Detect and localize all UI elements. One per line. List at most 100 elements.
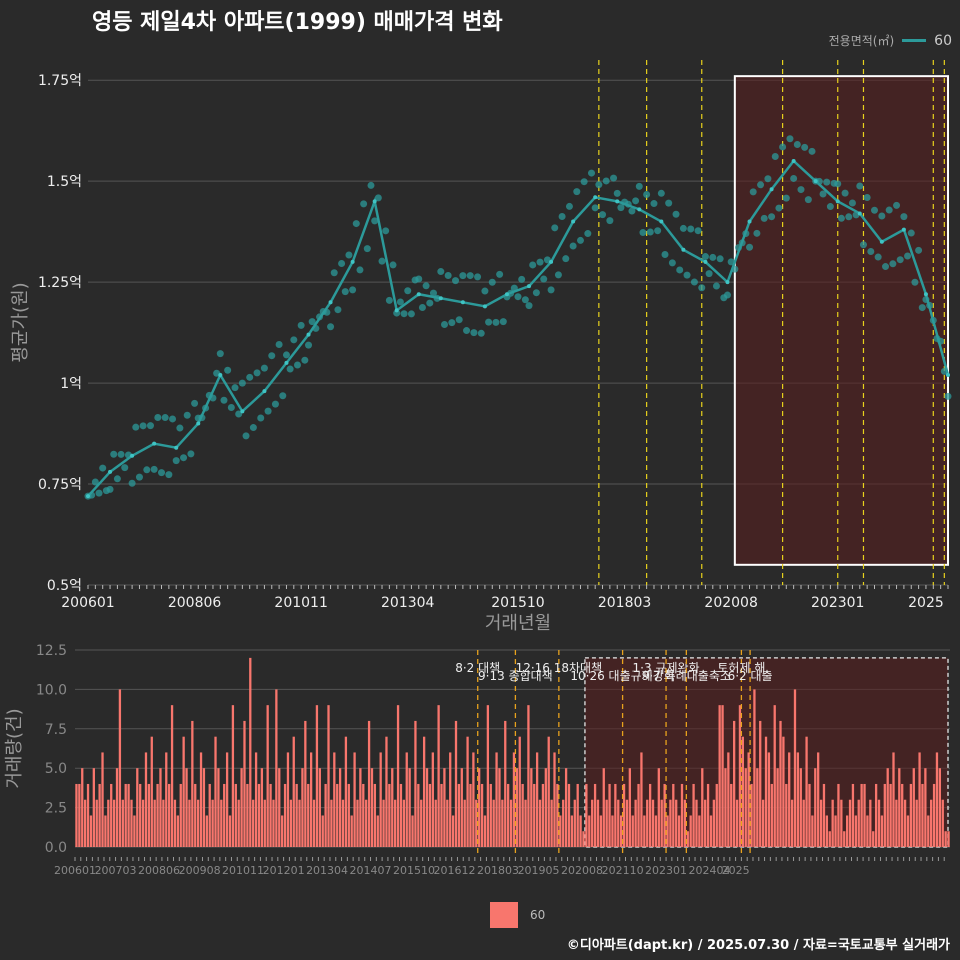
bottom-bar <box>944 831 947 847</box>
bottom-bar <box>591 799 594 847</box>
bottom-bar <box>165 752 168 847</box>
top-scatter-point <box>617 204 625 212</box>
top-scatter-point <box>896 256 904 264</box>
bottom-bar <box>223 783 226 847</box>
bottom-bar <box>344 736 348 847</box>
bottom-bar <box>874 783 878 847</box>
bottom-bar <box>515 768 518 847</box>
bottom-x-tick-label: 201612 <box>434 864 476 877</box>
bottom-bar <box>394 799 397 847</box>
bottom-bar <box>272 799 275 847</box>
top-series-marker <box>394 308 399 313</box>
bottom-bar <box>104 815 107 847</box>
top-scatter-point <box>823 178 831 186</box>
bottom-bar <box>579 815 582 847</box>
top-scatter-point <box>628 207 636 215</box>
bottom-bar <box>162 799 165 847</box>
top-scatter-point <box>551 224 559 232</box>
bottom-bar <box>628 768 631 847</box>
top-scatter-point <box>113 475 121 483</box>
bottom-bar <box>790 799 794 847</box>
bottom-bar <box>556 783 559 847</box>
top-scatter-point <box>661 250 669 258</box>
bottom-bar <box>330 799 333 847</box>
bottom-bar <box>712 799 716 847</box>
bottom-bar <box>347 783 350 847</box>
bottom-bar <box>895 799 898 847</box>
bottom-bar <box>732 720 736 847</box>
top-series-marker <box>549 259 554 264</box>
bottom-bar <box>356 799 359 847</box>
policy-annotation: 9·7 특례대출축소 <box>642 669 731 683</box>
bottom-bar <box>533 783 536 847</box>
bottom-bar <box>341 799 345 847</box>
bottom-bar <box>721 705 724 847</box>
bottom-bar <box>489 783 492 847</box>
top-scatter-point <box>764 175 772 183</box>
bottom-bar <box>504 720 507 847</box>
top-scatter-point <box>242 432 250 440</box>
top-scatter-point <box>330 269 338 277</box>
bottom-bar <box>547 736 550 847</box>
bottom-bar <box>608 783 611 847</box>
top-y-tick-label: 0.5억 <box>47 578 82 594</box>
top-scatter-point <box>268 352 276 360</box>
top-scatter-point <box>407 310 415 318</box>
bottom-bar <box>480 783 484 847</box>
top-scatter-point <box>856 182 864 190</box>
bottom-bar <box>915 799 918 847</box>
bottom-bar <box>121 799 124 847</box>
bottom-bar <box>819 799 823 847</box>
top-scatter-point <box>150 465 158 473</box>
bottom-bar <box>191 720 194 847</box>
bottom-bar <box>599 815 603 847</box>
bottom-bar <box>168 783 171 847</box>
bottom-bar <box>86 783 90 847</box>
bottom-bar <box>756 768 759 847</box>
bottom-bar <box>761 799 765 847</box>
bottom-bar <box>617 799 620 847</box>
bottom-bar <box>596 799 600 847</box>
top-scatter-point <box>565 202 573 210</box>
top-x-tick-label: 201011 <box>274 595 327 611</box>
top-scatter-point <box>576 236 584 244</box>
top-scatter-point <box>569 242 577 250</box>
top-scatter-point <box>668 259 676 267</box>
bottom-bar <box>194 783 197 847</box>
top-scatter-point <box>753 229 761 237</box>
bottom-bar <box>634 799 637 847</box>
bottom-bar <box>683 799 687 847</box>
top-scatter-point <box>683 271 691 279</box>
bottom-bar <box>179 783 182 847</box>
bottom-bar <box>153 799 156 847</box>
bottom-bar <box>947 831 950 847</box>
bottom-bar <box>185 768 188 847</box>
bottom-bar <box>469 783 472 847</box>
bottom-bar <box>428 783 432 847</box>
bottom-bar <box>715 783 718 847</box>
top-series-marker <box>527 284 532 289</box>
top-scatter-point <box>426 299 434 307</box>
top-scatter-point <box>132 423 140 431</box>
bottom-bar <box>593 783 597 847</box>
bottom-bar <box>196 799 200 847</box>
top-scatter-point <box>808 147 816 155</box>
top-scatter-point <box>488 278 496 286</box>
bottom-bar <box>385 736 388 847</box>
top-series-marker <box>725 280 730 285</box>
bottom-bar <box>805 736 808 847</box>
top-x-tick-label: 201803 <box>598 595 651 611</box>
bottom-bar <box>622 783 626 847</box>
bottom-bar <box>620 815 623 847</box>
bottom-bar <box>376 815 379 847</box>
top-series-marker <box>835 199 840 204</box>
bottom-x-tick-label: 200703 <box>95 864 137 877</box>
top-scatter-point <box>709 253 717 261</box>
bottom-bar <box>370 768 374 847</box>
bottom-bar <box>202 768 206 847</box>
top-scatter-point <box>804 196 812 204</box>
top-scatter-point <box>139 422 147 430</box>
top-y-axis-label: 평균가(원) <box>10 282 31 362</box>
bottom-bar <box>278 768 281 847</box>
bottom-bar <box>585 783 588 847</box>
